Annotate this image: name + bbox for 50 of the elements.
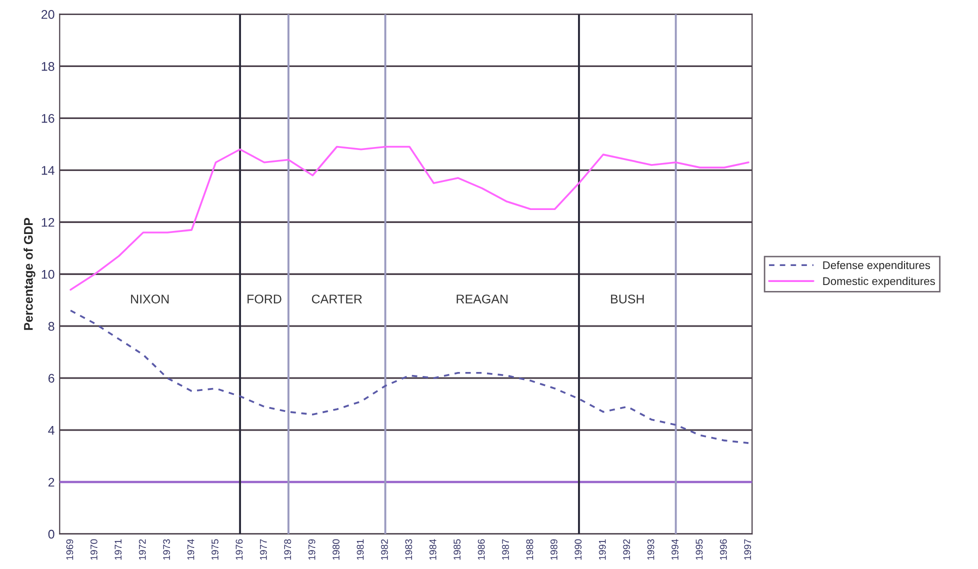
x-tick-label: 1981: [356, 539, 364, 560]
x-tick-label: 1997: [744, 539, 752, 560]
x-tick-label: 1993: [647, 539, 654, 560]
x-tick-label: 1982: [381, 539, 388, 560]
x-tick-label: 1996: [720, 539, 727, 560]
x-tick-label: 1986: [478, 539, 485, 560]
x-tick-label: 1976: [236, 539, 243, 560]
y-tick-label: 16: [42, 114, 54, 123]
y-tick-label: 4: [48, 426, 54, 435]
x-tick-label: 1987: [502, 539, 509, 560]
x-tick-label: 1970: [90, 539, 98, 560]
annotation: NIXON: [131, 294, 169, 304]
x-tick-label: 1988: [526, 539, 534, 560]
line-series: [70, 146, 750, 291]
x-tick-label: 1990: [574, 539, 582, 560]
legend-label: Domestic expenditures: [823, 276, 935, 288]
annotation: CARTER: [312, 294, 362, 304]
y-tick-label: 0: [48, 530, 54, 539]
y-tick-label: 20: [42, 10, 54, 19]
x-tick-label: 1989: [550, 539, 558, 560]
y-tick-label: 12: [42, 218, 54, 227]
x-tick-label: 1973: [163, 539, 170, 560]
x-tick-label: 1975: [212, 539, 218, 560]
annotation: FORD: [248, 294, 282, 304]
x-tick-label: 1995: [696, 539, 703, 560]
x-tick-label: 1972: [138, 539, 146, 560]
x-tick-label: 1969: [66, 539, 74, 560]
x-tick-label: 1984: [429, 539, 436, 560]
x-tick-label: 1980: [332, 539, 340, 560]
annotation: BUSH: [611, 294, 644, 304]
y-tick-label: 10: [42, 270, 54, 279]
x-tick-label: 1971: [114, 539, 122, 560]
y-tick-label: 8: [48, 322, 54, 331]
x-tick-label: 1991: [598, 539, 606, 560]
x-tick-label: 1983: [405, 539, 412, 560]
y-tick-label: 6: [48, 374, 54, 383]
x-tick-label: 1979: [308, 539, 316, 560]
annotation: REAGAN: [456, 294, 508, 304]
y-tick-label: 2: [48, 478, 54, 487]
x-tick-label: 1974: [187, 539, 194, 560]
line-series: [70, 310, 750, 444]
x-tick-label: 1994: [672, 539, 678, 560]
x-tick-label: 1992: [623, 539, 630, 560]
x-tick-label: 1985: [454, 539, 461, 560]
x-tick-label: 1977: [260, 539, 267, 560]
y-tick-label: 18: [42, 62, 54, 71]
y-tick-label: 14: [42, 166, 54, 175]
y-axis-title: Percentage of GDP: [24, 218, 36, 330]
legend-label: Defense expenditures: [823, 260, 930, 272]
x-tick-label: 1978: [284, 539, 292, 560]
